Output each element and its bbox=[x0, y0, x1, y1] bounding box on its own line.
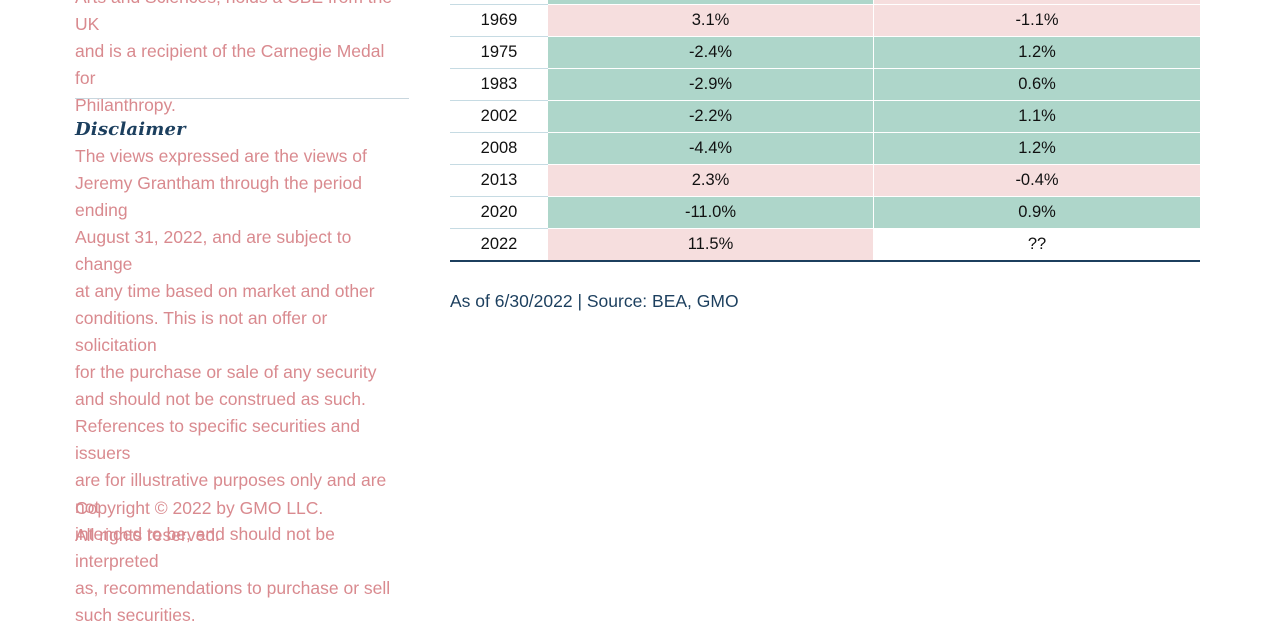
value-cell: -2.2% bbox=[548, 100, 874, 133]
disclaimer-text: The views expressed are the views of Jer… bbox=[75, 143, 409, 629]
value-cell bbox=[548, 0, 874, 5]
table-row: 2013 2.3% -0.4% bbox=[450, 164, 1200, 197]
year-cell: 1975 bbox=[450, 36, 548, 69]
data-table: 1969 3.1% -1.1% 1975 -2.4% 1.2% 1983 -2.9% 0.6% 2… bbox=[450, 0, 1200, 262]
copyright-line: Copyright © 2022 by GMO LLC. bbox=[75, 498, 324, 518]
value-cell: -11.0% bbox=[548, 196, 874, 229]
disclaimer-line: August 31, 2022, and are subject to chan… bbox=[75, 227, 352, 274]
year-cell bbox=[450, 0, 548, 5]
copyright-text: Copyright © 2022 by GMO LLC. All rights … bbox=[75, 495, 409, 549]
value-cell: -2.4% bbox=[548, 36, 874, 69]
table-row: 2002 -2.2% 1.1% bbox=[450, 100, 1200, 133]
value-cell: 2.3% bbox=[548, 164, 874, 197]
bio-text: Arts and Sciences, holds a CBE from the … bbox=[75, 0, 409, 119]
source-note: As of 6/30/2022 | Source: BEA, GMO bbox=[450, 291, 739, 311]
disclaimer-line: such securities. bbox=[75, 605, 196, 625]
bio-line: Philanthropy. bbox=[75, 95, 176, 115]
value-cell: -0.4% bbox=[873, 164, 1200, 197]
value-cell: 0.6% bbox=[873, 68, 1200, 101]
value-cell: 1.2% bbox=[873, 36, 1200, 69]
value-cell: 1.1% bbox=[873, 100, 1200, 133]
table-row: 1975 -2.4% 1.2% bbox=[450, 36, 1200, 69]
disclaimer-line: for the purchase or sale of any security bbox=[75, 362, 377, 382]
value-cell: 0.9% bbox=[873, 196, 1200, 229]
disclaimer-heading: Disclaimer bbox=[75, 119, 186, 140]
value-cell: 3.1% bbox=[548, 4, 874, 37]
table-row: 2008 -4.4% 1.2% bbox=[450, 132, 1200, 165]
year-cell: 2008 bbox=[450, 132, 548, 165]
disclaimer-line: and should not be construed as such. bbox=[75, 389, 366, 409]
table-row: 1969 3.1% -1.1% bbox=[450, 4, 1200, 37]
disclaimer-line: Jeremy Grantham through the period endin… bbox=[75, 173, 362, 220]
data-table-container: 1969 3.1% -1.1% 1975 -2.4% 1.2% 1983 -2.9% 0.6% 2… bbox=[450, 0, 1200, 262]
value-cell: 11.5% bbox=[548, 228, 874, 262]
disclaimer-line: as, recommendations to purchase or sell bbox=[75, 578, 391, 598]
bio-line: and is a recipient of the Carnegie Medal… bbox=[75, 41, 385, 88]
year-cell: 1969 bbox=[450, 4, 548, 37]
value-cell bbox=[873, 0, 1200, 5]
value-cell: -4.4% bbox=[548, 132, 874, 165]
disclaimer-line: conditions. This is not an offer or soli… bbox=[75, 308, 328, 355]
table-row: 2020 -11.0% 0.9% bbox=[450, 196, 1200, 229]
disclaimer-line: are for illustrative purposes only and a… bbox=[75, 470, 387, 517]
year-cell: 2002 bbox=[450, 100, 548, 133]
value-cell: 1.2% bbox=[873, 132, 1200, 165]
disclaimer-line: References to specific securities and is… bbox=[75, 416, 360, 463]
disclaimer-line: The views expressed are the views of bbox=[75, 146, 367, 166]
value-cell: -1.1% bbox=[873, 4, 1200, 37]
disclaimer-line: at any time based on market and other bbox=[75, 281, 375, 301]
table-row: 2022 11.5%?? bbox=[450, 228, 1200, 262]
value-cell: ?? bbox=[873, 228, 1200, 262]
year-cell: 2022 bbox=[450, 228, 548, 262]
year-cell: 2020 bbox=[450, 196, 548, 229]
copyright-line: All rights reserved. bbox=[75, 525, 220, 545]
table-row: 1983 -2.9% 0.6% bbox=[450, 68, 1200, 101]
year-cell: 1983 bbox=[450, 68, 548, 101]
section-divider bbox=[75, 98, 409, 99]
value-cell: -2.9% bbox=[548, 68, 874, 101]
bio-line: Arts and Sciences, holds a CBE from the … bbox=[75, 0, 392, 34]
year-cell: 2013 bbox=[450, 164, 548, 197]
table-row-partial bbox=[450, 0, 1200, 5]
